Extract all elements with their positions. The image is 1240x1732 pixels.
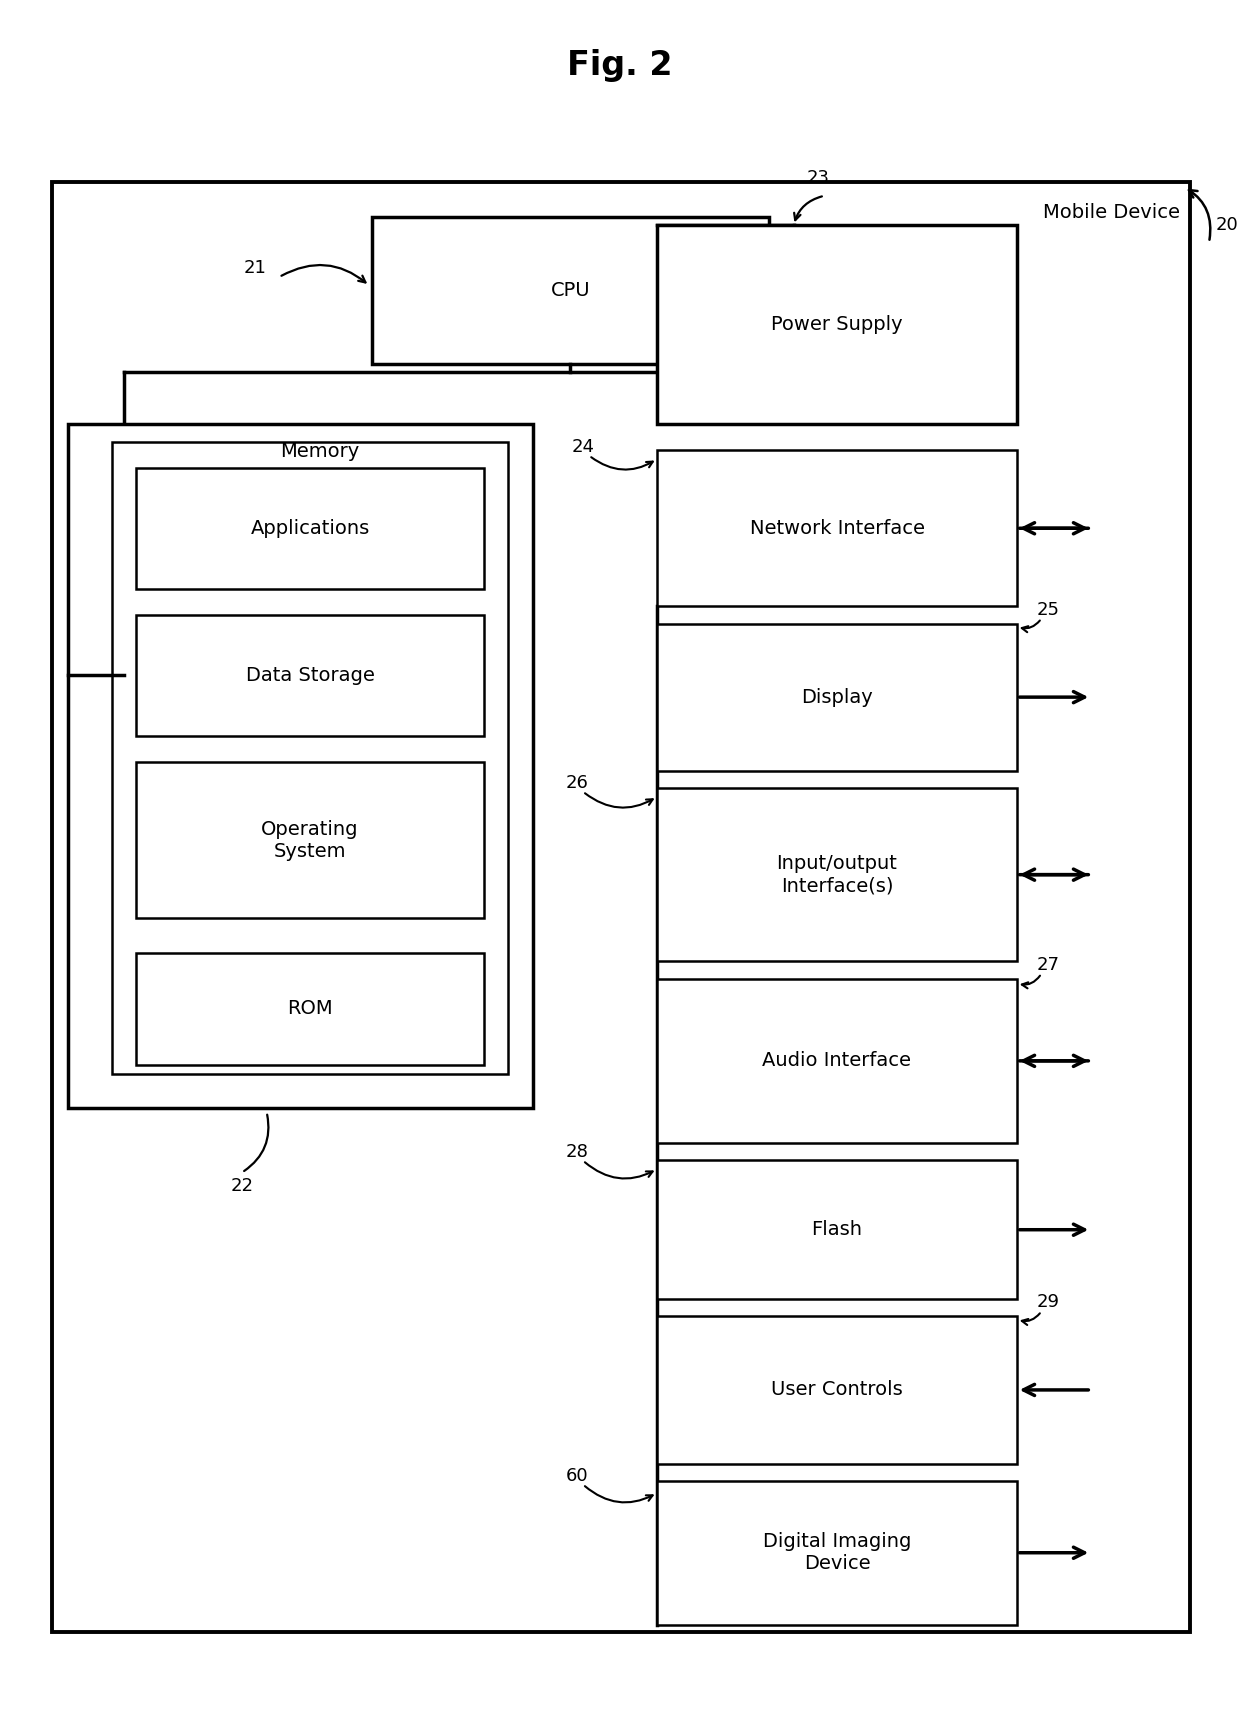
Text: 26: 26 [565,774,588,792]
Text: Memory: Memory [280,442,358,461]
Text: 60: 60 [565,1467,588,1484]
Text: 24: 24 [572,438,594,456]
Text: Input/output
Interface(s): Input/output Interface(s) [776,854,898,895]
Text: Data Storage: Data Storage [246,667,374,684]
Text: Applications: Applications [250,520,370,537]
Text: Fig. 2: Fig. 2 [567,48,673,83]
Bar [657,1316,1017,1464]
Bar [657,979,1017,1143]
Text: CPU: CPU [551,281,590,300]
Bar [657,624,1017,771]
Text: Digital Imaging
Device: Digital Imaging Device [763,1533,911,1573]
Text: User Controls: User Controls [771,1380,903,1399]
Bar [136,762,484,918]
Text: ROM: ROM [288,999,332,1018]
Text: Mobile Device: Mobile Device [1044,203,1180,222]
Bar [52,182,1190,1632]
Bar [657,1481,1017,1625]
Text: Flash: Flash [811,1221,863,1238]
Text: 22: 22 [231,1178,253,1195]
Bar [68,424,533,1108]
Bar [372,216,769,364]
Bar [136,953,484,1065]
Text: Operating
System: Operating System [262,819,358,861]
Text: Power Supply: Power Supply [771,315,903,334]
Bar [657,225,1017,424]
Text: 20: 20 [1215,216,1238,234]
Text: 28: 28 [565,1143,588,1160]
Text: Audio Interface: Audio Interface [763,1051,911,1070]
Text: 21: 21 [244,260,267,277]
Text: Display: Display [801,688,873,707]
Text: Network Interface: Network Interface [749,520,925,537]
Bar [657,788,1017,961]
Text: 25: 25 [1037,601,1059,618]
Bar [136,615,484,736]
Bar [657,450,1017,606]
Text: 27: 27 [1037,956,1059,973]
Bar [136,468,484,589]
Bar [657,1160,1017,1299]
Text: 23: 23 [807,170,830,187]
Bar [112,442,508,1074]
Text: 29: 29 [1037,1294,1059,1311]
